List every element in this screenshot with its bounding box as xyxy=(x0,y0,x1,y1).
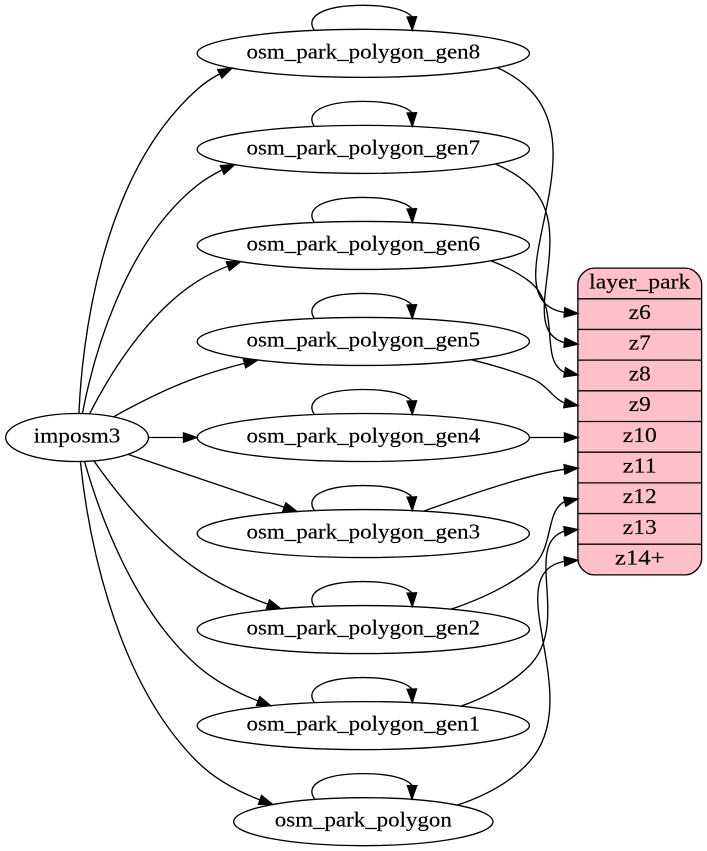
svg-text:osm_park_polygon_gen3: osm_park_polygon_gen3 xyxy=(246,520,480,544)
svg-text:imposm3: imposm3 xyxy=(34,424,121,448)
svg-text:z13: z13 xyxy=(623,515,657,539)
svg-text:z6: z6 xyxy=(629,300,651,324)
svg-text:osm_park_polygon_gen5: osm_park_polygon_gen5 xyxy=(246,327,480,351)
svg-text:osm_park_polygon_gen2: osm_park_polygon_gen2 xyxy=(246,616,480,640)
svg-text:osm_park_polygon_gen8: osm_park_polygon_gen8 xyxy=(246,39,480,63)
svg-text:z14+: z14+ xyxy=(615,546,665,570)
svg-text:layer_park: layer_park xyxy=(589,269,691,293)
svg-text:osm_park_polygon_gen6: osm_park_polygon_gen6 xyxy=(246,231,480,255)
svg-text:z9: z9 xyxy=(629,392,651,416)
svg-text:osm_park_polygon_gen4: osm_park_polygon_gen4 xyxy=(246,424,480,448)
svg-text:z11: z11 xyxy=(623,454,657,478)
svg-text:z10: z10 xyxy=(623,423,657,447)
svg-text:z12: z12 xyxy=(623,484,657,508)
svg-text:z8: z8 xyxy=(629,361,651,385)
svg-text:osm_park_polygon: osm_park_polygon xyxy=(275,808,452,832)
svg-text:z7: z7 xyxy=(629,331,651,355)
svg-text:osm_park_polygon_gen7: osm_park_polygon_gen7 xyxy=(246,135,480,159)
svg-text:osm_park_polygon_gen1: osm_park_polygon_gen1 xyxy=(246,712,480,736)
